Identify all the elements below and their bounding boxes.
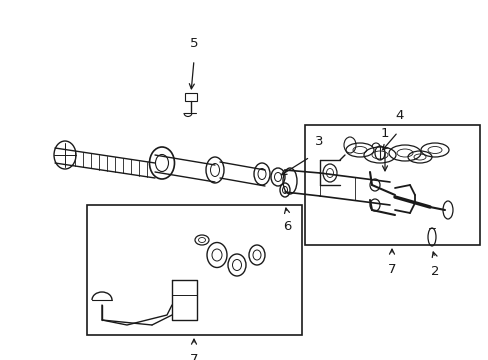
Text: 6: 6 [282,220,290,233]
Bar [305,125,479,245]
Text: 7: 7 [387,263,395,276]
Ellipse shape [442,201,452,219]
Bar [87,205,302,335]
Bar [184,93,197,101]
Text: 4: 4 [395,109,404,122]
Text: 7: 7 [189,353,198,360]
Text: 3: 3 [314,135,323,148]
Text: 1: 1 [380,127,388,140]
Text: 5: 5 [189,37,198,50]
Text: 2: 2 [430,265,438,278]
